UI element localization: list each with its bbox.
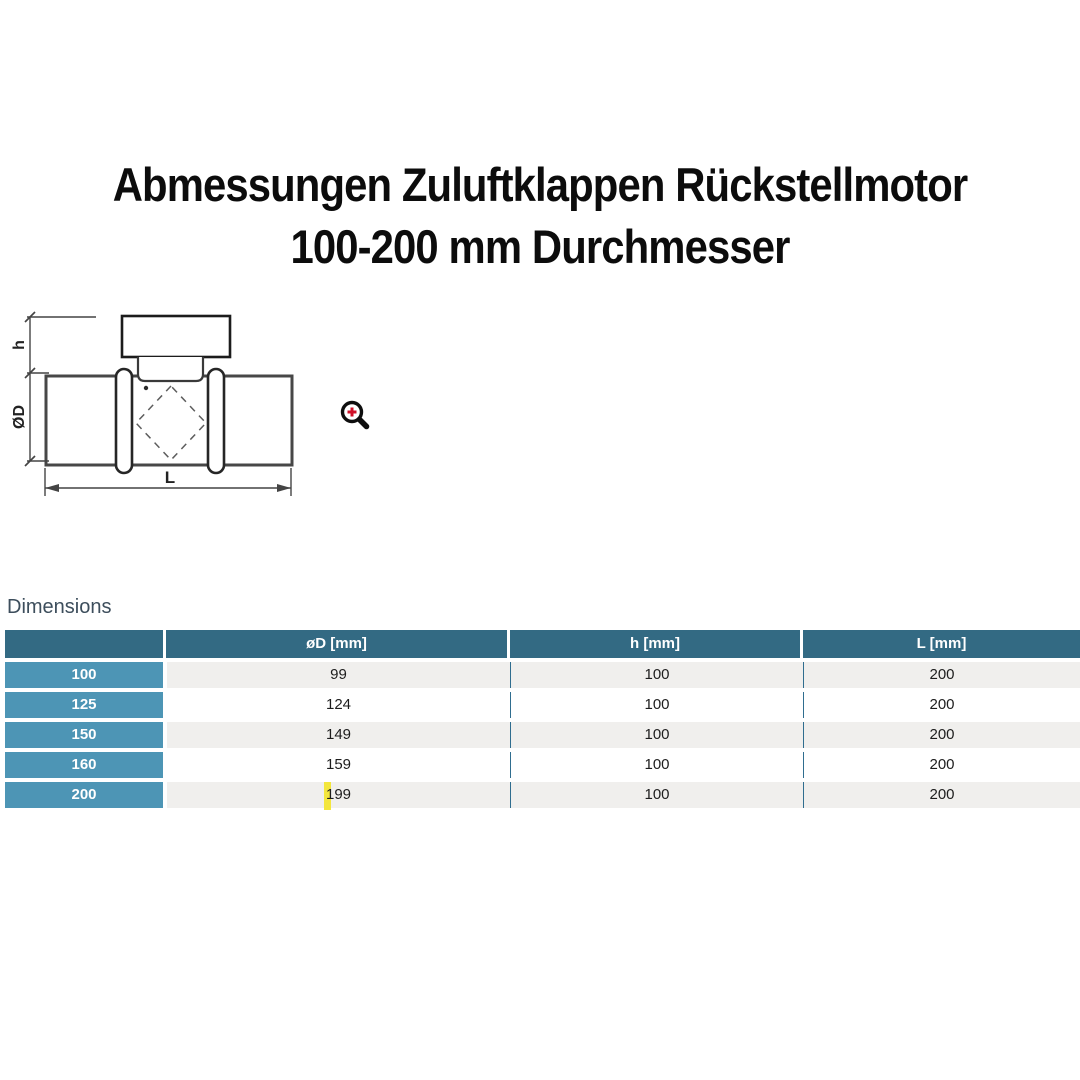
header-gap <box>800 630 803 658</box>
cell-value: 200 <box>929 786 955 803</box>
dimensions-table: øD [mm] h [mm] L [mm] 100 99 100 200 125… <box>5 630 1080 812</box>
right-flange <box>206 367 226 475</box>
table-cell-od: 159 <box>167 752 510 778</box>
table-row: 200 199 100 200 <box>5 782 1080 808</box>
header-cell-od: øD [mm] <box>166 630 507 658</box>
row-gap <box>163 662 167 688</box>
dim-label-h: h <box>11 340 28 350</box>
header-gap <box>507 630 510 658</box>
damper-blade-dashed <box>134 384 208 462</box>
table-cell-h: 100 <box>510 782 803 808</box>
header-cell-blank <box>5 630 163 658</box>
cell-value: 149 <box>325 726 352 743</box>
table-row: 125 124 100 200 <box>5 692 1080 718</box>
table-cell-h: 100 <box>510 722 803 748</box>
table-row: 150 149 100 200 <box>5 722 1080 748</box>
table-cell-h: 100 <box>510 752 803 778</box>
arrowhead-right <box>277 484 291 492</box>
blade-pivot-dot <box>143 385 149 391</box>
table-cell-l: 200 <box>803 782 1080 808</box>
page-title-line1: Abmessungen Zuluftklappen Rückstellmotor <box>112 158 968 211</box>
cell-value: 100 <box>644 726 670 743</box>
motor-neck <box>136 357 205 383</box>
table-row: 160 159 100 200 <box>5 752 1080 778</box>
vertical-dimension-lines <box>24 311 96 467</box>
technical-drawing: h ØD L <box>11 311 294 496</box>
text-cursor-highlight <box>324 782 331 810</box>
table-cell-od: 124 <box>167 692 510 718</box>
cell-value: 99 <box>330 666 347 683</box>
left-flange <box>114 367 134 475</box>
row-gap <box>163 722 167 748</box>
section-heading-dimensions: Dimensions <box>7 596 112 618</box>
dim-label-od: ØD <box>11 405 28 429</box>
cell-value: 124 <box>325 696 352 713</box>
cell-value: 200 <box>929 666 955 683</box>
table-cell-od: 149 <box>167 722 510 748</box>
row-gap <box>163 782 167 808</box>
arrowhead-left <box>45 484 59 492</box>
length-dimension-line <box>44 468 292 496</box>
motor-box <box>120 314 232 359</box>
page-title-line2: 100-200 mm Durchmesser <box>290 220 791 273</box>
table-row: 100 99 100 200 <box>5 662 1080 688</box>
row-label: 125 <box>5 692 163 718</box>
table-cell-h: 100 <box>510 692 803 718</box>
cell-value: 199 <box>325 786 352 803</box>
cell-value: 100 <box>644 666 670 683</box>
row-label: 200 <box>5 782 163 808</box>
header-cell-l: L [mm] <box>803 630 1080 658</box>
cell-value: 200 <box>929 726 955 743</box>
table-cell-od: 199 <box>167 782 510 808</box>
header-cell-h: h [mm] <box>510 630 800 658</box>
zoom-in-icon[interactable] <box>335 396 373 434</box>
table-cell-od: 99 <box>167 662 510 688</box>
table-header-row: øD [mm] h [mm] L [mm] <box>5 630 1080 658</box>
cell-value: 159 <box>325 756 352 773</box>
cell-value: 200 <box>929 696 955 713</box>
cell-value: 100 <box>644 696 670 713</box>
row-gap <box>163 752 167 778</box>
table-cell-l: 200 <box>803 752 1080 778</box>
row-label: 160 <box>5 752 163 778</box>
duct-body <box>44 374 294 467</box>
table-cell-h: 100 <box>510 662 803 688</box>
row-label: 150 <box>5 722 163 748</box>
row-label: 100 <box>5 662 163 688</box>
dim-label-l: L <box>165 468 175 487</box>
table-cell-l: 200 <box>803 722 1080 748</box>
cell-value: 200 <box>929 756 955 773</box>
cell-value: 100 <box>644 756 670 773</box>
header-gap <box>163 630 166 658</box>
row-gap <box>163 692 167 718</box>
table-cell-l: 200 <box>803 692 1080 718</box>
cell-value: 100 <box>644 786 670 803</box>
table-cell-l: 200 <box>803 662 1080 688</box>
page-title: Abmessungen Zuluftklappen Rückstellmotor… <box>59 154 1020 278</box>
